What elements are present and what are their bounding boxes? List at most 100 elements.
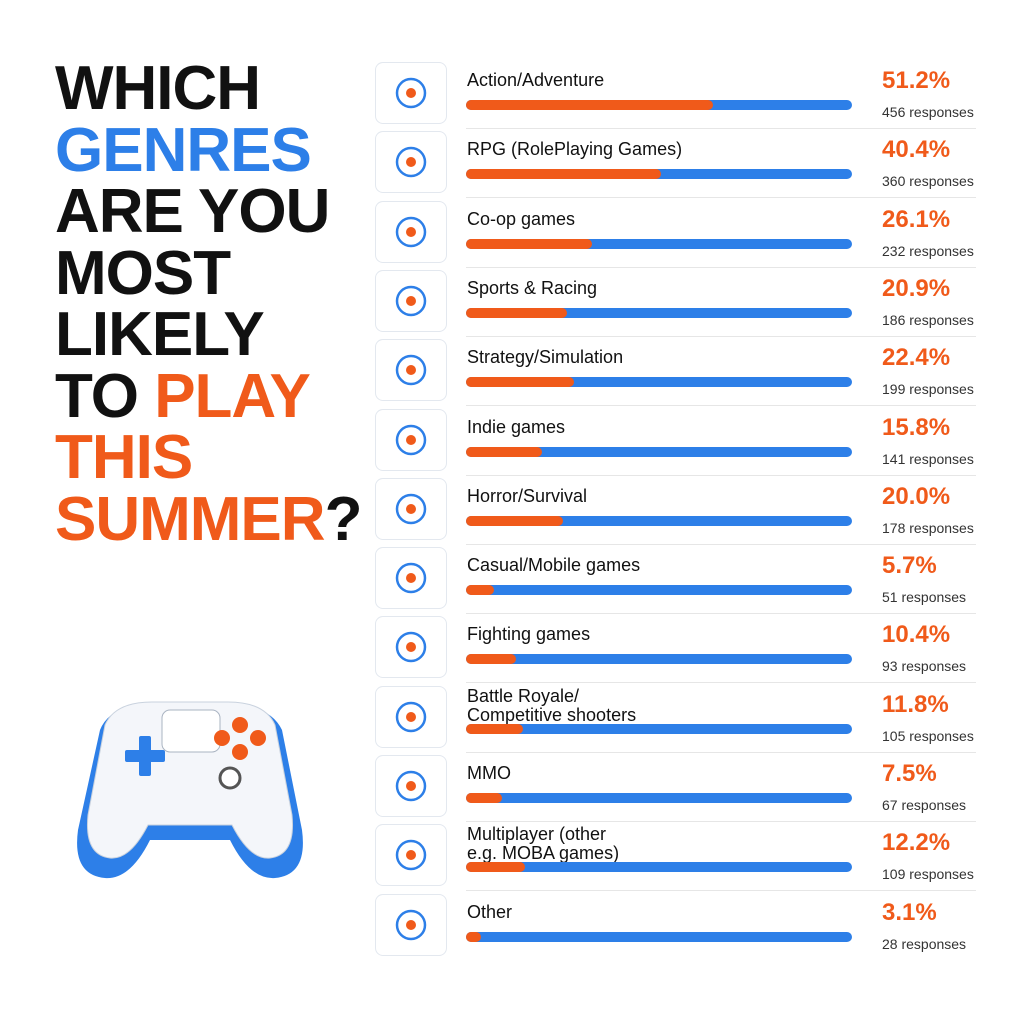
icon-glyph xyxy=(395,632,427,663)
title-segment: SUMMER xyxy=(55,484,326,554)
bar xyxy=(466,100,714,110)
value-label: 22.4% xyxy=(882,344,951,372)
title-segment: ? xyxy=(324,484,363,554)
category-label: Casual/Mobile games xyxy=(467,555,641,576)
bar-track xyxy=(466,585,852,596)
category-label: RPG (RolePlaying Games) xyxy=(467,139,683,160)
category-label: Strategy/Simulation xyxy=(467,347,624,368)
row-separator xyxy=(466,128,976,129)
row-separator xyxy=(466,474,976,476)
icon-glyph xyxy=(395,562,427,594)
bar xyxy=(466,585,494,596)
row-separator xyxy=(466,543,976,545)
title-line: LIKELY xyxy=(55,304,265,366)
bar-track xyxy=(466,307,852,318)
icon-glyph xyxy=(395,354,427,386)
genre-icon xyxy=(375,547,447,610)
title-segment: MOST xyxy=(55,238,231,308)
bar xyxy=(466,446,543,457)
value-label: 3.1% xyxy=(882,898,937,926)
responses-label: 93 responses xyxy=(882,658,967,675)
responses-label: 105 responses xyxy=(882,727,974,744)
title-line: TO PLAY xyxy=(55,365,311,428)
category-label: Indie games xyxy=(467,416,566,437)
responses-label: 199 responses xyxy=(882,381,974,398)
category-label: Sports & Racing xyxy=(467,277,598,298)
responses-label: 28 responses xyxy=(882,935,967,952)
title-segment: LIKELY xyxy=(55,300,265,369)
row-separator xyxy=(466,197,976,199)
responses-label: 360 responses xyxy=(882,173,974,190)
row-separator xyxy=(466,821,976,822)
bar xyxy=(466,307,567,318)
value-label: 26.1% xyxy=(882,205,951,233)
responses-label: 178 responses xyxy=(882,519,974,536)
title-line: WHICH xyxy=(55,58,261,120)
bar xyxy=(466,515,563,526)
category-label: Battle Royale/ Competitive shooters xyxy=(467,685,637,725)
icon-glyph xyxy=(395,216,427,247)
title-line: SUMMER? xyxy=(55,488,362,551)
row-separator xyxy=(466,335,976,337)
icon-glyph xyxy=(395,77,427,109)
category-label: MMO xyxy=(467,763,511,783)
genre-icon xyxy=(375,685,447,748)
genre-icon xyxy=(375,408,447,471)
controller-illustration xyxy=(77,701,303,879)
icon-glyph xyxy=(395,285,427,317)
value-label: 10.4% xyxy=(882,621,951,649)
title-segment: PLAY xyxy=(154,361,311,431)
row-separator xyxy=(466,890,976,892)
value-label: 11.8% xyxy=(882,690,949,718)
genre-icon xyxy=(375,339,447,402)
genre-icon xyxy=(375,269,447,332)
value-label: 12.2% xyxy=(882,829,951,857)
genre-icon xyxy=(375,200,447,263)
title-line: MOST xyxy=(55,242,231,305)
icon-glyph xyxy=(395,147,427,178)
row-separator xyxy=(466,751,976,753)
bar-track xyxy=(466,377,852,388)
genre-icon xyxy=(375,755,447,817)
responses-label: 456 responses xyxy=(882,104,974,120)
row-separator xyxy=(466,613,976,615)
row-separator xyxy=(466,266,976,268)
row-separator xyxy=(466,405,976,407)
value-label: 5.7% xyxy=(882,552,937,580)
category-label: Other xyxy=(467,901,513,922)
responses-label: 51 responses xyxy=(882,589,967,606)
category-label: Action/Adventure xyxy=(467,70,605,90)
category-label: Multiplayer (other e.g. MOBA games) xyxy=(467,824,620,864)
title-segment: GENRES xyxy=(55,115,312,185)
responses-label: 141 responses xyxy=(882,450,974,467)
title-segment: TO xyxy=(55,361,155,431)
title-segment: THIS xyxy=(55,423,193,492)
bar xyxy=(466,793,503,803)
bar xyxy=(466,931,481,942)
icon-glyph xyxy=(395,770,427,802)
bar-track xyxy=(466,654,852,665)
bar-track xyxy=(466,723,852,734)
genre-icon xyxy=(375,62,447,124)
bar-track xyxy=(466,515,852,526)
bar xyxy=(466,723,523,734)
bar xyxy=(466,862,525,873)
bar-track xyxy=(466,446,852,457)
icon-glyph xyxy=(395,493,427,525)
bar xyxy=(466,377,575,388)
responses-label: 186 responses xyxy=(882,311,974,328)
title-line: GENRES xyxy=(55,119,312,182)
bar xyxy=(466,238,592,249)
value-label: 15.8% xyxy=(882,413,951,441)
bar-track xyxy=(466,862,852,873)
category-label: Co-op games xyxy=(467,208,576,229)
value-label: 7.5% xyxy=(882,760,937,787)
bar xyxy=(466,654,517,665)
title-line: THIS xyxy=(55,427,193,489)
icon-glyph xyxy=(395,424,427,455)
bar-track xyxy=(466,793,852,803)
category-label: Fighting games xyxy=(467,624,591,645)
genre-icon xyxy=(375,477,447,540)
title-segment: ARE YOU xyxy=(55,177,330,246)
